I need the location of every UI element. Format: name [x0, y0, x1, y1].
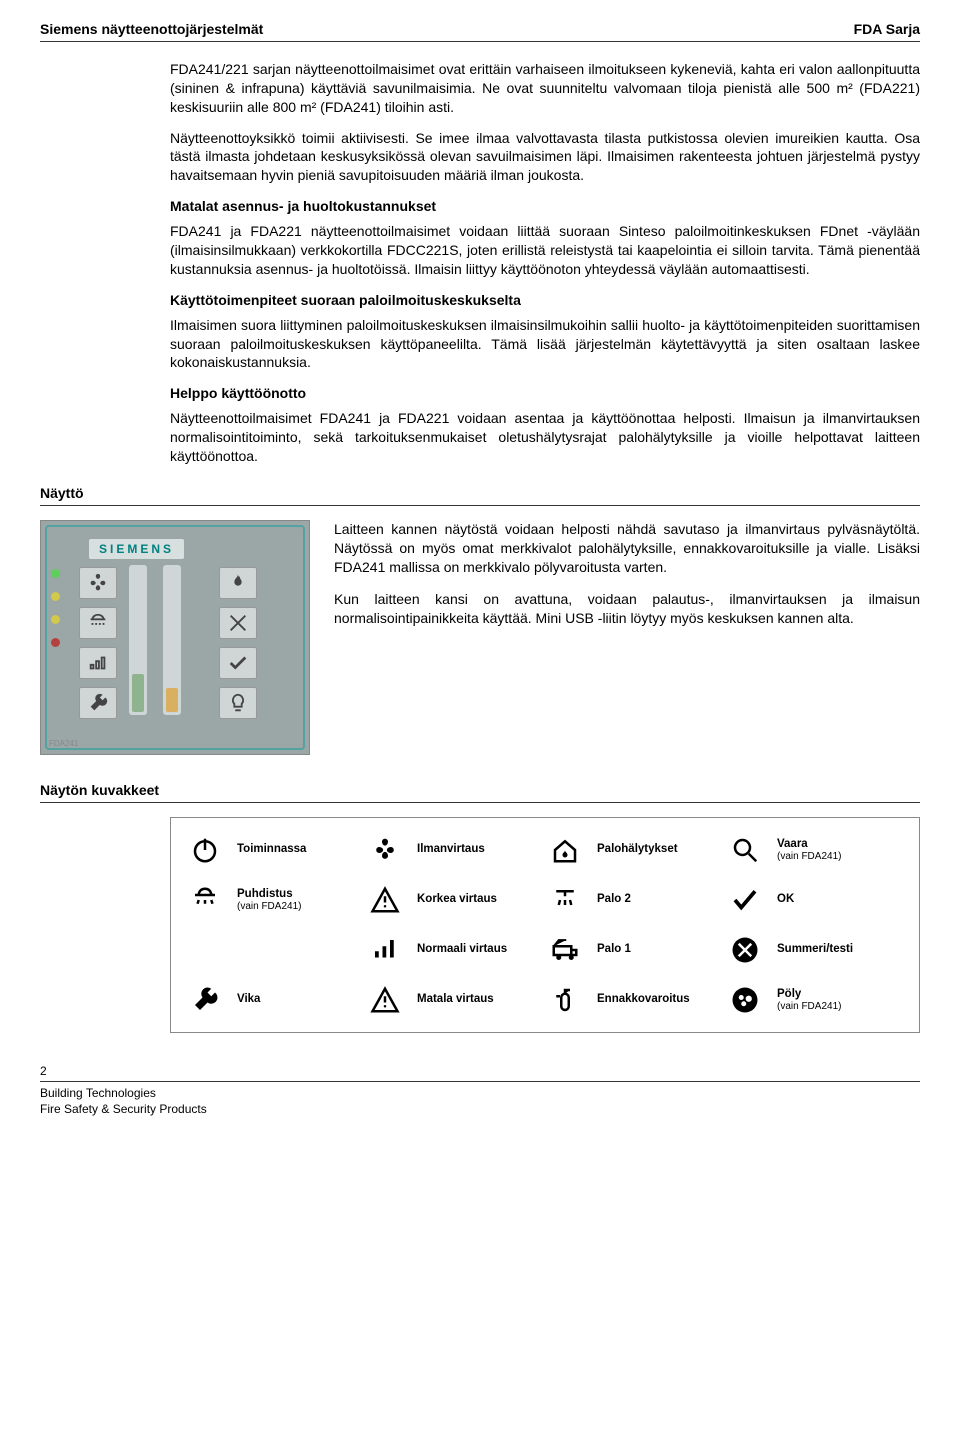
page-number: 2: [40, 1063, 920, 1079]
display-paragraph-1: Laitteen kannen näytöstä voidaan helpost…: [334, 520, 920, 577]
icon-col-right: [219, 567, 257, 719]
paragraph-2: Näytteenottoyksikkö toimii aktiivisesti.…: [170, 129, 920, 186]
subhead-1: Matalat asennus- ja huoltokustannukset: [170, 197, 920, 216]
house-fire-icon: [549, 834, 581, 866]
legend-grid: Toiminnassa Ilmanvirtaus Palohälytykset …: [189, 834, 901, 1016]
legend-label-13: Matala virtaus: [417, 993, 541, 1006]
legend-label-9: Normaali virtaus: [417, 943, 541, 956]
power-icon: [189, 834, 221, 866]
legend-label-0: Toiminnassa: [237, 843, 361, 856]
cleaning-shower-icon: [189, 884, 221, 916]
legend-label-2: Palohälytykset: [597, 843, 721, 856]
paragraph-3: FDA241 ja FDA221 näytteenottoilmaisimet …: [170, 222, 920, 279]
legend-label-14: Ennakkovaroitus: [597, 993, 721, 1006]
led-3: [51, 615, 60, 624]
fire2-spray-icon: [549, 884, 581, 916]
legend-label-15: Pöly (vain FDA241): [777, 988, 901, 1012]
ok-check-icon: [729, 884, 761, 916]
led-2: [51, 592, 60, 601]
bar-airflow: [129, 565, 147, 715]
section-icons-heading: Näytön kuvakkeet: [40, 781, 920, 803]
legend-label-6: Palo 2: [597, 893, 721, 906]
fault-wrench-icon: [189, 984, 221, 1016]
paragraph-1: FDA241/221 sarjan näytteenottoilmaisimet…: [170, 60, 920, 117]
footer-line-1: Building Technologies: [40, 1085, 920, 1101]
fan-icon: [79, 567, 117, 599]
buzzer-test-icon: [729, 934, 761, 966]
led-4: [51, 638, 60, 647]
section-display-heading: Näyttö: [40, 484, 920, 506]
panel-brand-label: SIEMENS: [89, 539, 184, 559]
display-section: SIEMENS: [40, 520, 920, 755]
display-paragraph-2: Kun laitteen kansi on avattuna, voidaan …: [334, 590, 920, 628]
header-right: FDA Sarja: [854, 20, 920, 39]
legend-label-5: Korkea virtaus: [417, 893, 541, 906]
low-flow-warning-icon: [369, 984, 401, 1016]
header-left: Siemens näytteenottojärjestelmät: [40, 20, 263, 39]
crossed-tools-icon: [219, 607, 257, 639]
footer-line-2: Fire Safety & Security Products: [40, 1101, 920, 1117]
flame-icon: [219, 567, 257, 599]
wrench-icon: [79, 687, 117, 719]
high-flow-warning-icon: [369, 884, 401, 916]
bar-gauges: [129, 565, 181, 715]
page-footer: 2 Building Technologies Fire Safety & Se…: [40, 1063, 920, 1118]
icons-legend-box: Toiminnassa Ilmanvirtaus Palohälytykset …: [170, 817, 920, 1033]
checkmark-icon: [219, 647, 257, 679]
subhead-3: Helppo käyttöönotto: [170, 384, 920, 403]
dust-cloud-icon: [729, 984, 761, 1016]
led-column: [51, 569, 60, 647]
page-header: Siemens näytteenottojärjestelmät FDA Sar…: [40, 20, 920, 42]
panel-model-label: FDA241: [49, 739, 78, 750]
legend-label-12: Vika: [237, 993, 361, 1006]
icon-col-left: [79, 567, 117, 719]
legend-label-1: Ilmanvirtaus: [417, 843, 541, 856]
bulb-icon: [219, 687, 257, 719]
legend-label-4: Puhdistus (vain FDA241): [237, 888, 361, 912]
led-1: [51, 569, 60, 578]
bar-smoke: [163, 565, 181, 715]
signal-icon: [79, 647, 117, 679]
blank-icon: [189, 934, 221, 966]
legend-label-10: Palo 1: [597, 943, 721, 956]
device-panel-graphic: SIEMENS: [40, 520, 310, 755]
fire1-truck-icon: [549, 934, 581, 966]
normal-flow-bars-icon: [369, 934, 401, 966]
legend-label-7: OK: [777, 893, 901, 906]
shower-icon: [79, 607, 117, 639]
footer-rule: [40, 1081, 920, 1082]
display-text: Laitteen kannen näytöstä voidaan helpost…: [334, 520, 920, 755]
legend-label-3: Vaara (vain FDA241): [777, 838, 901, 862]
magnifier-icon: [729, 834, 761, 866]
paragraph-5: Näytteenottoilmaisimet FDA241 ja FDA221 …: [170, 409, 920, 466]
main-body: FDA241/221 sarjan näytteenottoilmaisimet…: [170, 60, 920, 466]
subhead-2: Käyttötoimenpiteet suoraan paloilmoitusk…: [170, 291, 920, 310]
legend-label-11: Summeri/testi: [777, 943, 901, 956]
fan-flow-icon: [369, 834, 401, 866]
paragraph-4: Ilmaisimen suora liittyminen paloilmoitu…: [170, 316, 920, 373]
prewarning-extinguisher-icon: [549, 984, 581, 1016]
